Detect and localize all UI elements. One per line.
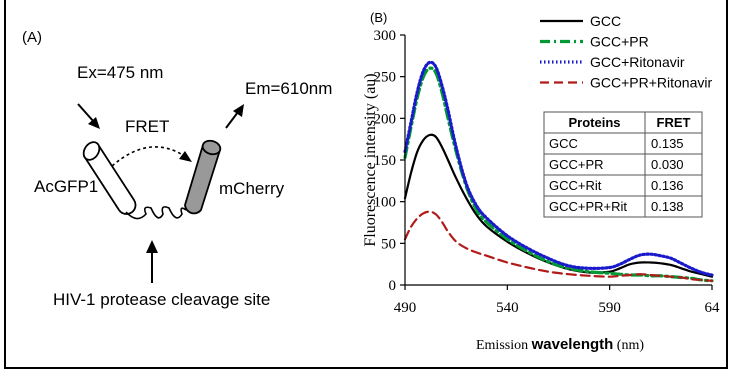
x-tick-label: 490 <box>394 300 417 316</box>
table-header-cell: FRET <box>657 115 691 130</box>
y-tick-label: 300 <box>374 28 397 44</box>
acceptor-cylinder-icon <box>184 139 222 215</box>
table-cell: GCC+PR+Rit <box>549 199 627 214</box>
x-axis-label-bold: wavelength <box>531 336 614 353</box>
emission-arrow-icon <box>225 104 244 129</box>
acceptor-label: mCherry <box>219 179 285 198</box>
plot-area: 0 50 100 150 200 250 300 490 540 590 64 <box>374 28 721 316</box>
x-axis-label-pre: Emission <box>476 338 532 353</box>
table-cell: GCC+Rit <box>549 178 602 193</box>
y-tick-label: 150 <box>374 153 397 169</box>
table-header-cell: Proteins <box>568 115 620 130</box>
x-axis-label-post: (nm) <box>613 338 644 353</box>
fret-arc-arrow-icon <box>111 146 192 167</box>
series-line-gcc-plus-ritonavir <box>403 60 714 277</box>
table-cell: 0.138 <box>651 199 684 214</box>
donor-cylinder-icon <box>82 141 137 215</box>
y-tick-label: 0 <box>389 278 397 294</box>
table-cell: 0.135 <box>651 136 684 151</box>
y-tick-label: 50 <box>381 236 396 252</box>
panel-a-label: (A) <box>22 29 42 46</box>
fret-label: FRET <box>125 117 169 136</box>
cleavage-site-label: HIV-1 protease cleavage site <box>53 290 270 309</box>
x-axis-label: Emission wavelength (nm) <box>476 336 644 353</box>
panel-b-chart: (B) 0 50 100 150 200 250 300 490 540 590 64 Fluore… <box>362 10 720 353</box>
legend: GCC GCC+PR GCC+Ritonavir GCC+PR+Ritonavir <box>540 13 712 91</box>
x-tick-label: 590 <box>598 300 621 316</box>
panel-b-label: (B) <box>370 10 387 25</box>
fret-inset-table: Proteins FRET GCC 0.135 GCC+PR 0.030 GCC+Rit 0.… <box>543 111 703 218</box>
table-cell: GCC <box>549 136 578 151</box>
y-axis-label: Fluorescence intensity (au) <box>362 73 379 246</box>
table-cell: 0.030 <box>651 157 684 172</box>
table-frame <box>543 111 703 218</box>
y-tick-label: 200 <box>374 111 397 127</box>
excitation-arrow-icon <box>77 103 100 129</box>
donor-label: AcGFP1 <box>34 177 98 196</box>
linker-peptide-icon <box>125 206 187 220</box>
table-cell: GCC+PR <box>549 157 604 172</box>
x-tick-label: 540 <box>496 300 519 316</box>
legend-label: GCC+PR+Ritonavir <box>590 75 712 91</box>
legend-label: GCC <box>590 13 621 29</box>
legend-label: GCC+PR <box>590 34 649 50</box>
cleavage-site-arrow-icon <box>146 240 158 283</box>
y-tick-label: 250 <box>374 70 397 86</box>
table-cell: 0.136 <box>651 178 684 193</box>
y-tick-label: 100 <box>374 195 397 211</box>
emission-label: Em=610nm <box>245 79 332 98</box>
excitation-label: Ex=475 nm <box>77 63 163 82</box>
legend-label: GCC+Ritonavir <box>590 54 685 70</box>
x-tick-label: 64 <box>705 300 721 316</box>
series-line-gcc-plus-pr-plus-ritonavir <box>403 210 714 282</box>
panel-a-schematic: (A) Ex=475 nm Em=610nm FRET AcGFP1 mCher… <box>22 29 332 309</box>
figure-frame <box>4 0 728 369</box>
